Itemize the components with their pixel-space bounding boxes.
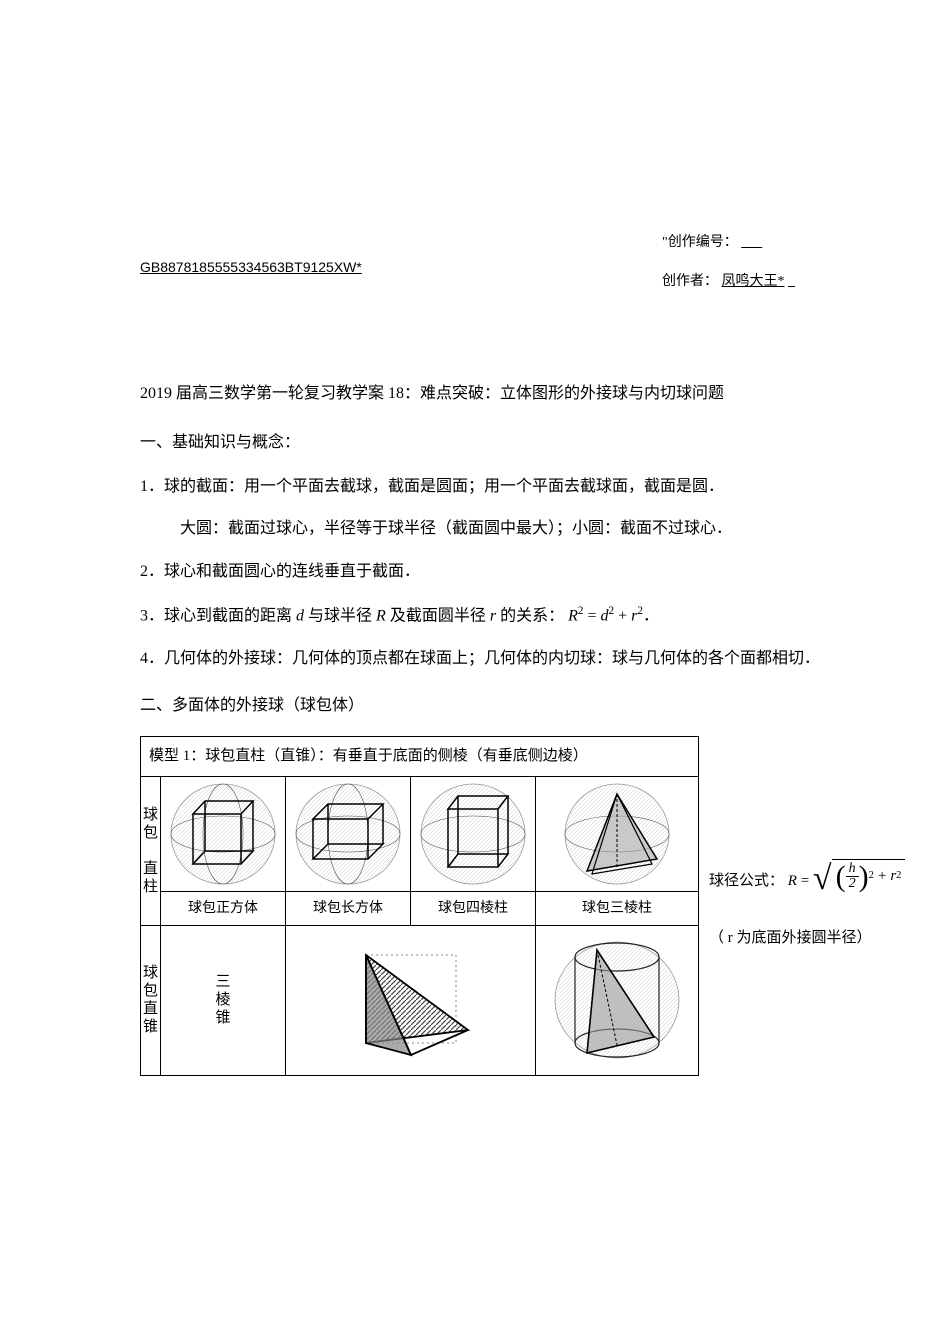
fig-cylinder-cone bbox=[536, 925, 699, 1075]
radius-formula: 球径公式： R = √ ( h 2 )2 + r2 bbox=[709, 859, 905, 895]
p1b: 大圆：截面过球心，半径等于球半径（截面圆中最大）；小圆：截面不过球心． bbox=[140, 515, 895, 544]
creation-underline bbox=[741, 235, 762, 250]
row-label-cone: 球包直锥 bbox=[141, 925, 161, 1075]
model-header: 模型 1：球包直柱（直锥）：有垂直于底面的侧棱（有垂底侧边棱） bbox=[141, 736, 699, 776]
models-table: 模型 1：球包直柱（直锥）：有垂直于底面的侧棱（有垂底侧边棱） 球包直柱 bbox=[140, 736, 699, 1076]
sub-label-cone: 三棱锥 bbox=[161, 925, 286, 1075]
creation-label: "创作编号： bbox=[662, 235, 738, 250]
p4: 4．几何体的外接球：几何体的顶点都在球面上；几何体的内切球：球与几何体的各个面都… bbox=[140, 645, 895, 674]
fig-cuboid bbox=[286, 776, 411, 891]
p2: 2．球心和截面圆心的连线垂直于截面． bbox=[140, 558, 895, 587]
section2-heading: 二、多面体的外接球（球包体） bbox=[140, 692, 895, 721]
cap-3: 球包三棱柱 bbox=[536, 891, 699, 925]
row-label-prism: 球包直柱 bbox=[141, 776, 161, 925]
p3: 3．球心到截面的距离 d 与球半径 R 及截面圆半径 r 的关系： R2 = d… bbox=[140, 601, 895, 631]
fig-4prism bbox=[411, 776, 536, 891]
author-block: "创作编号： 创作者： 凤鸣大王* bbox=[662, 230, 795, 294]
p1: 1．球的截面：用一个平面去截球，截面是圆面；用一个平面去截球面，截面是圆． bbox=[140, 473, 895, 502]
formula-side: 球径公式： R = √ ( h 2 )2 + r2 bbox=[699, 736, 905, 1076]
fig-tetra bbox=[286, 925, 536, 1075]
doc-title: 2019 届高三数学第一轮复习教学案 18：难点突破：立体图形的外接球与内切球问… bbox=[140, 380, 895, 409]
cap-0: 球包正方体 bbox=[161, 891, 286, 925]
section1-heading: 一、基础知识与概念： bbox=[140, 429, 895, 458]
fig-3prism bbox=[536, 776, 699, 891]
content: 2019 届高三数学第一轮复习教学案 18：难点突破：立体图形的外接球与内切球问… bbox=[140, 380, 895, 1076]
formula-note: （ r 为底面外接圆半径） bbox=[709, 925, 905, 952]
cap-2: 球包四棱柱 bbox=[411, 891, 536, 925]
fig-cube bbox=[161, 776, 286, 891]
table-wrap: 模型 1：球包直柱（直锥）：有垂直于底面的侧棱（有垂底侧边棱） 球包直柱 bbox=[140, 736, 895, 1076]
doc-header: GB8878185555334563BT9125XW* "创作编号： 创作者： … bbox=[140, 230, 885, 294]
creator-name: 凤鸣大王* bbox=[722, 274, 785, 289]
gb-code: GB8878185555334563BT9125XW* bbox=[140, 255, 362, 280]
creator-label: 创作者： bbox=[662, 274, 718, 289]
cap-1: 球包长方体 bbox=[286, 891, 411, 925]
